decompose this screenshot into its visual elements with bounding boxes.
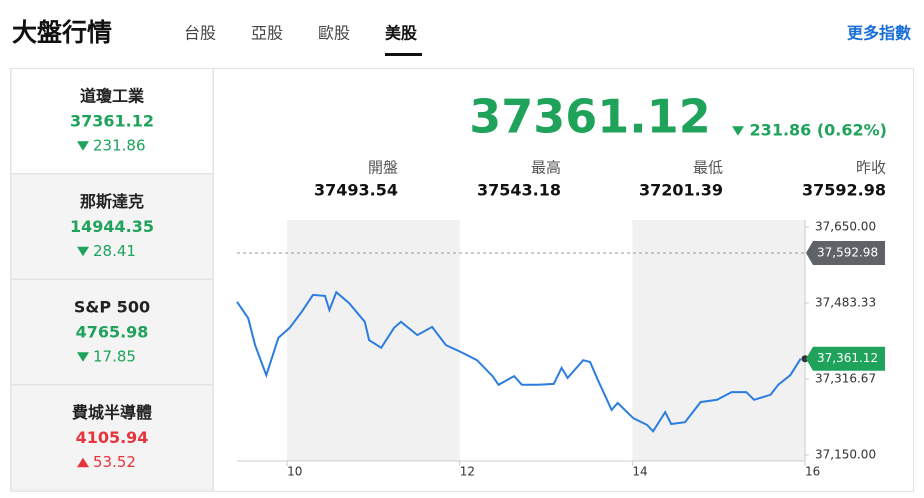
tab[interactable]: 美股: [385, 24, 418, 43]
index-item[interactable]: [10, 173, 214, 280]
annotation-label: 37,361.12: [817, 351, 878, 365]
index-value: 4105.94: [76, 428, 149, 447]
y-tick-label: 37,483.33: [815, 296, 876, 310]
x-tick-label: 12: [460, 465, 475, 479]
index-item[interactable]: [10, 68, 214, 174]
tab-underline: [385, 53, 422, 56]
trend-arrow: [77, 457, 89, 468]
y-tick-label: 37,150.00: [815, 448, 876, 462]
index-change: 28.41: [93, 242, 136, 260]
index-item[interactable]: [10, 279, 214, 385]
index-value: 37361.12: [70, 112, 154, 131]
quote-price: 37361.12: [469, 90, 711, 144]
index-change: 53.52: [93, 453, 136, 471]
annotation-box: [806, 241, 885, 266]
index-change: 17.85: [93, 348, 136, 366]
annotation-box: [806, 346, 885, 371]
trend-arrow: [77, 141, 89, 151]
index-item[interactable]: [10, 384, 214, 491]
trend-arrow: [732, 126, 744, 136]
shaded-band: [287, 220, 460, 461]
annotation-label: 37,592.98: [817, 246, 878, 260]
index-name: 費城半導體: [72, 403, 152, 422]
stat-label: 昨收: [856, 159, 886, 177]
stat-label: 開盤: [368, 159, 398, 177]
y-tick-label: 37,650.00: [815, 220, 876, 234]
index-name: 那斯達克: [80, 192, 144, 211]
trend-arrow: [77, 352, 89, 362]
index-name: S&P 500: [74, 298, 150, 317]
x-tick-label: 16: [805, 465, 820, 479]
stat-label: 最低: [693, 159, 723, 177]
quote-change: 231.86 (0.62%): [750, 121, 887, 140]
index-value: 4765.98: [76, 323, 149, 342]
stat-value: 37592.98: [802, 181, 886, 200]
shaded-band: [632, 220, 805, 461]
index-change: 231.86: [93, 137, 146, 155]
price-line: [236, 290, 802, 433]
index-value: 14944.35: [70, 217, 154, 236]
y-tick-label: 37,316.67: [815, 371, 876, 385]
stat-value: 37493.54: [314, 181, 398, 200]
more-link[interactable]: 更多指數: [847, 24, 911, 43]
tab[interactable]: 歐股: [318, 24, 350, 43]
page-title: 大盤行情: [12, 18, 112, 47]
last-point: [801, 355, 809, 363]
tab[interactable]: 亞股: [251, 24, 283, 43]
trend-arrow: [77, 246, 89, 257]
stat-value: 37201.39: [639, 181, 723, 200]
x-tick-label: 10: [287, 465, 302, 479]
stat-label: 最高: [531, 159, 561, 177]
index-name: 道瓊工業: [80, 87, 145, 106]
tab[interactable]: 台股: [184, 24, 216, 43]
stat-value: 37543.18: [477, 181, 561, 200]
x-tick-label: 14: [632, 465, 647, 479]
